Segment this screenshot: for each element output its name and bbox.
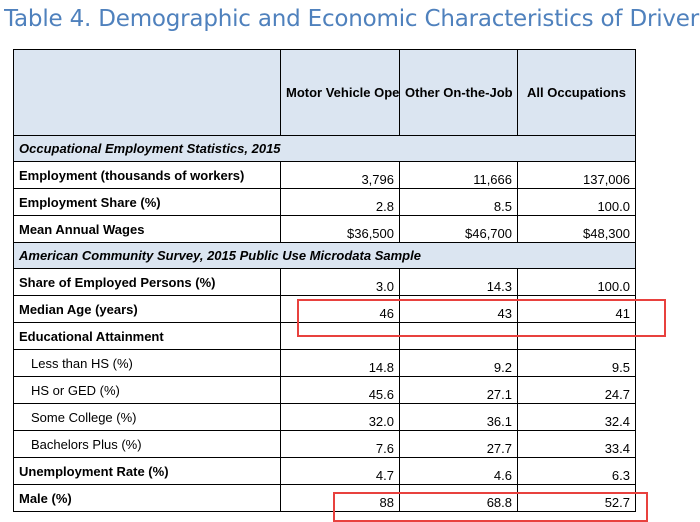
cell-value: 7.6 bbox=[280, 430, 400, 458]
table-row: Some College (%) 32.0 36.1 32.4 bbox=[13, 403, 636, 431]
highlight-box-male bbox=[333, 492, 648, 522]
cell-value: $36,500 bbox=[280, 215, 400, 243]
highlight-box-median-age bbox=[297, 299, 666, 337]
header-row: Motor Vehicle Operators Other On-the-Job… bbox=[13, 49, 636, 136]
cell-value: 3.0 bbox=[280, 268, 400, 296]
column-header-motor-vehicle-operators: Motor Vehicle Operators bbox=[280, 49, 400, 136]
header-blank-cell bbox=[13, 49, 281, 136]
cell-value: 100.0 bbox=[517, 268, 636, 296]
row-label: Unemployment Rate (%) bbox=[13, 457, 281, 485]
cell-value: 2.8 bbox=[280, 188, 400, 216]
row-label: Employment Share (%) bbox=[13, 188, 281, 216]
cell-value: 100.0 bbox=[517, 188, 636, 216]
section-heading-row: American Community Survey, 2015 Public U… bbox=[13, 242, 636, 269]
table-row: HS or GED (%) 45.6 27.1 24.7 bbox=[13, 376, 636, 404]
cell-value: 8.5 bbox=[399, 188, 518, 216]
table-row: Male (%) 88 68.8 52.7 bbox=[13, 484, 636, 512]
cell-value: $46,700 bbox=[399, 215, 518, 243]
row-label: Male (%) bbox=[13, 484, 281, 512]
section-heading-acs: American Community Survey, 2015 Public U… bbox=[13, 242, 636, 269]
row-label: HS or GED (%) bbox=[13, 376, 281, 404]
cell-value: 4.6 bbox=[399, 457, 518, 485]
row-label: Educational Attainment bbox=[13, 322, 281, 350]
cell-value: 11,666 bbox=[399, 161, 518, 189]
cell-value: $48,300 bbox=[517, 215, 636, 243]
section-heading-row: Occupational Employment Statistics, 2015 bbox=[13, 135, 636, 162]
table-row: Employment (thousands of workers) 3,796 … bbox=[13, 161, 636, 189]
cell-value: 68.8 bbox=[399, 484, 518, 512]
column-header-all-occupations: All Occupations bbox=[517, 49, 636, 136]
cell-value: 88 bbox=[280, 484, 400, 512]
table-row: Bachelors Plus (%) 7.6 27.7 33.4 bbox=[13, 430, 636, 458]
cell-value: 32.0 bbox=[280, 403, 400, 431]
table-row: Share of Employed Persons (%) 3.0 14.3 1… bbox=[13, 268, 636, 296]
cell-value: 32.4 bbox=[517, 403, 636, 431]
cell-value: 137,006 bbox=[517, 161, 636, 189]
table-title: Table 4. Demographic and Economic Charac… bbox=[4, 6, 700, 32]
cell-value: 6.3 bbox=[517, 457, 636, 485]
cell-value: 36.1 bbox=[399, 403, 518, 431]
cell-value: 4.7 bbox=[280, 457, 400, 485]
cell-value: 27.1 bbox=[399, 376, 518, 404]
cell-value: 45.6 bbox=[280, 376, 400, 404]
cell-value: 14.8 bbox=[280, 349, 400, 377]
demographics-table: Motor Vehicle Operators Other On-the-Job… bbox=[13, 49, 636, 512]
row-label: Median Age (years) bbox=[13, 295, 281, 323]
table-row: Mean Annual Wages $36,500 $46,700 $48,30… bbox=[13, 215, 636, 243]
cell-value: 27.7 bbox=[399, 430, 518, 458]
table-row: Unemployment Rate (%) 4.7 4.6 6.3 bbox=[13, 457, 636, 485]
section-heading-oes: Occupational Employment Statistics, 2015 bbox=[13, 135, 636, 162]
row-label: Share of Employed Persons (%) bbox=[13, 268, 281, 296]
table-row: Employment Share (%) 2.8 8.5 100.0 bbox=[13, 188, 636, 216]
column-header-other-drivers: Other On-the-Job Drivers bbox=[399, 49, 518, 136]
cell-value: 9.5 bbox=[517, 349, 636, 377]
row-label: Mean Annual Wages bbox=[13, 215, 281, 243]
cell-value: 52.7 bbox=[517, 484, 636, 512]
cell-value: 14.3 bbox=[399, 268, 518, 296]
row-label: Employment (thousands of workers) bbox=[13, 161, 281, 189]
table-row: Educational Attainment bbox=[13, 322, 636, 350]
row-label: Some College (%) bbox=[13, 403, 281, 431]
row-label: Bachelors Plus (%) bbox=[13, 430, 281, 458]
cell-value: 9.2 bbox=[399, 349, 518, 377]
cell-value: 33.4 bbox=[517, 430, 636, 458]
row-label: Less than HS (%) bbox=[13, 349, 281, 377]
table-row: Less than HS (%) 14.8 9.2 9.5 bbox=[13, 349, 636, 377]
cell-value: 3,796 bbox=[280, 161, 400, 189]
cell-value: 24.7 bbox=[517, 376, 636, 404]
